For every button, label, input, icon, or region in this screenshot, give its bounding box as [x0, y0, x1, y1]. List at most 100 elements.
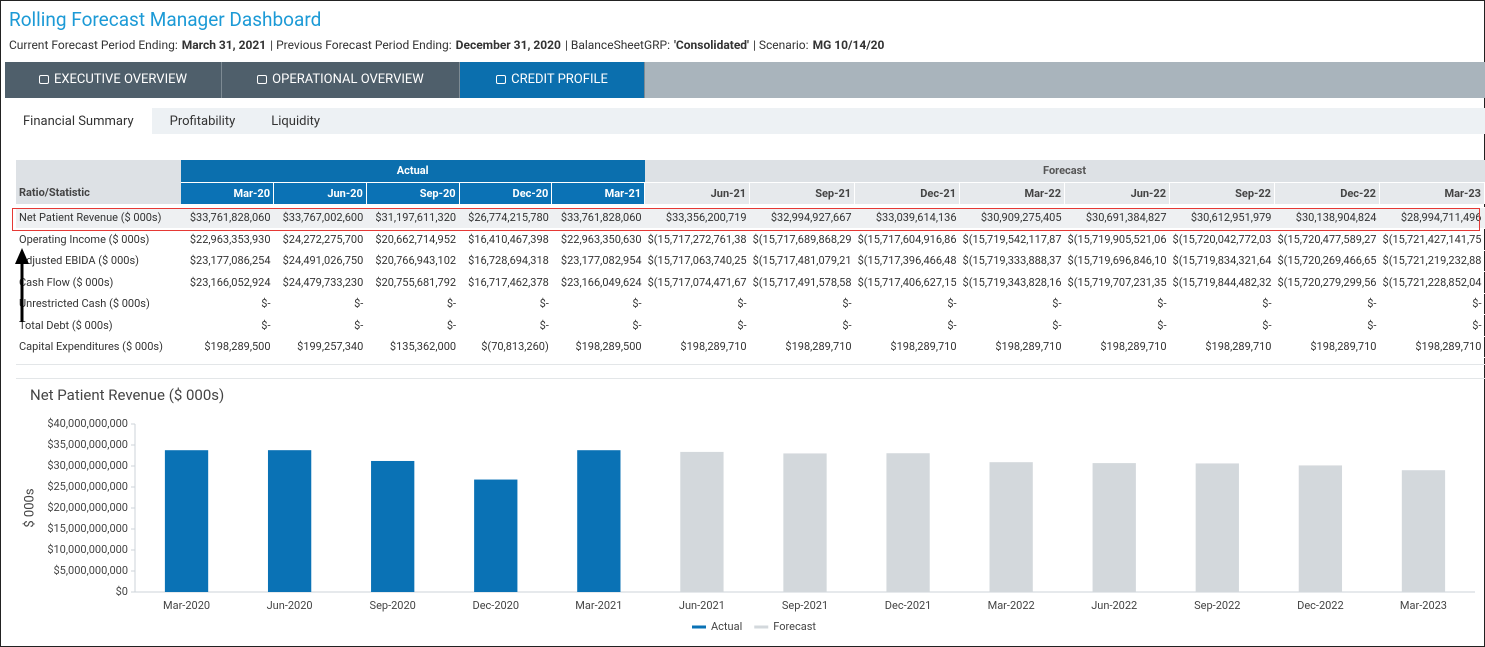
column-header: Dec-22: [1274, 181, 1380, 204]
chart-panel: [16, 378, 1485, 645]
cell: $33,039,614,136: [854, 207, 960, 229]
cell: $-: [273, 293, 367, 315]
cell: $199,257,340: [273, 336, 367, 358]
cell: $-: [644, 314, 750, 337]
legend-label: Actual: [711, 620, 742, 633]
x-tick-label: Sep-2022: [1194, 599, 1240, 612]
cell: $198,289,710: [854, 336, 960, 358]
subtitle-part: 'Consolidated': [674, 38, 749, 52]
cell: $28,994,711,496: [1379, 207, 1485, 229]
column-header: Mar-22: [959, 181, 1066, 204]
column-header: Dec-21: [854, 181, 961, 204]
subtitle-part: | BalanceSheetGRP:: [564, 38, 670, 52]
cell: $(15,719,905,521,06: [1064, 228, 1170, 251]
y-tick-label: $20,000,000,000: [47, 501, 128, 514]
cell: $23,166,049,624: [551, 271, 645, 294]
cell: $(15,719,343,828,16: [959, 271, 1065, 294]
page-title: Rolling Forecast Manager Dashboard: [9, 8, 322, 31]
cell: $26,774,215,780: [459, 207, 552, 229]
bar: [886, 453, 930, 592]
x-tick-label: Dec-2021: [885, 599, 932, 612]
cell: $-: [959, 314, 1065, 337]
column-header: Jun-20: [273, 181, 367, 204]
x-tick-label: Sep-2020: [370, 599, 416, 612]
table-row: Cash Flow ($ 000s) $23,166,052,924 $24,479…: [16, 271, 1485, 294]
cell: $-: [459, 293, 552, 315]
bar: [371, 460, 415, 592]
cell: $198,289,710: [644, 336, 750, 358]
tab-icon: [257, 75, 268, 84]
legend-label: Forecast: [773, 620, 816, 633]
bar: [1298, 465, 1343, 592]
y-tick-label: $0: [116, 585, 128, 598]
cell: $-: [1274, 314, 1380, 337]
cell: $(15,717,074,471,67: [644, 271, 750, 294]
x-tick-label: Jun-2021: [679, 599, 725, 612]
x-tick-label: Mar-2022: [988, 599, 1035, 612]
cell: $20,755,681,792: [366, 271, 460, 294]
cell: $(15,720,477,589,27: [1274, 228, 1380, 251]
x-tick-label: Mar-2020: [163, 599, 210, 612]
cell: $30,138,904,824: [1274, 207, 1380, 229]
tab-icon: [38, 75, 49, 84]
cell: $198,289,500: [180, 336, 274, 358]
y-tick-label: $25,000,000,000: [47, 480, 128, 493]
cell: $-: [459, 314, 552, 337]
cell: $-: [551, 293, 645, 315]
cell: $-: [644, 293, 750, 315]
cell: $30,612,951,979: [1169, 207, 1275, 229]
cell: $(15,717,689,868,29: [749, 228, 855, 251]
subtitle: Current Forecast Period Ending: March 31,…: [9, 38, 888, 52]
column-header: Dec-20: [459, 181, 553, 204]
column-header: Jun-22: [1064, 181, 1171, 204]
bar: [1092, 463, 1136, 592]
cell: $20,662,714,952: [366, 228, 460, 251]
bar: [267, 450, 312, 592]
table-row: Operating Income ($ 000s) $22,963,353,930…: [16, 228, 1485, 251]
bar: [783, 453, 827, 592]
cell: $(15,719,707,231,35: [1064, 271, 1170, 294]
nav-tab[interactable]: EXECUTIVE OVERVIEW: [5, 62, 222, 98]
subtitle-part: | Previous Forecast Period Ending:: [270, 38, 452, 52]
y-axis-label: $ 000s: [22, 488, 37, 527]
cell: $-: [273, 314, 367, 337]
cell: $16,410,467,398: [459, 228, 552, 251]
cell: $31,197,611,320: [366, 207, 460, 229]
cell: $(15,721,427,141,75: [1379, 228, 1485, 251]
cell: $(15,719,844,482,32: [1169, 271, 1275, 294]
sub-tab[interactable]: Liquidity: [271, 114, 321, 129]
cell: $23,177,082,954: [551, 250, 645, 272]
header-cell: Ratio/Statistic: [16, 160, 181, 204]
row-label: Operating Income ($ 000s): [16, 228, 181, 251]
cell: $16,717,462,378: [459, 271, 552, 294]
sub-tab[interactable]: Financial Summary: [5, 108, 152, 134]
bar: [680, 451, 724, 592]
spacer-cell: [16, 204, 1485, 208]
cell: $(15,717,604,916,86: [854, 228, 960, 251]
cell: $30,691,384,827: [1064, 207, 1170, 229]
table-row: Capital Expenditures ($ 000s) $198,289,50…: [16, 336, 1485, 358]
cell: $(15,717,491,578,58: [749, 271, 855, 294]
cell: $(15,717,396,466,48: [854, 250, 960, 272]
highlight-box: [12, 208, 1480, 231]
cell: $-: [1379, 314, 1485, 337]
cell: $198,289,710: [959, 336, 1065, 358]
bar: [577, 450, 621, 592]
nav-tab[interactable]: OPERATIONAL OVERVIEW: [222, 62, 460, 98]
group-row: Ratio/Statistic Actual Forecast: [16, 160, 1485, 204]
row-label: Adjusted EBIDA ($ 000s): [16, 250, 181, 272]
y-tick-label: $30,000,000,000: [47, 459, 128, 472]
cell: $198,289,710: [1169, 336, 1275, 358]
y-tick-label: $35,000,000,000: [47, 438, 128, 451]
cell: $198,289,710: [1274, 336, 1380, 358]
x-tick-label: Dec-2020: [472, 599, 519, 612]
sub-tab[interactable]: Profitability: [169, 114, 236, 129]
cell: $(15,719,333,888,37: [959, 250, 1065, 272]
cell: $24,272,275,700: [273, 228, 367, 251]
nav-tab[interactable]: CREDIT PROFILE: [460, 62, 645, 98]
cell: $-: [854, 314, 960, 337]
y-tick-label: $5,000,000,000: [54, 564, 129, 577]
cell: $198,289,500: [551, 336, 645, 358]
cell: $135,362,000: [366, 336, 460, 358]
x-tick-label: Dec-2022: [1297, 599, 1344, 612]
